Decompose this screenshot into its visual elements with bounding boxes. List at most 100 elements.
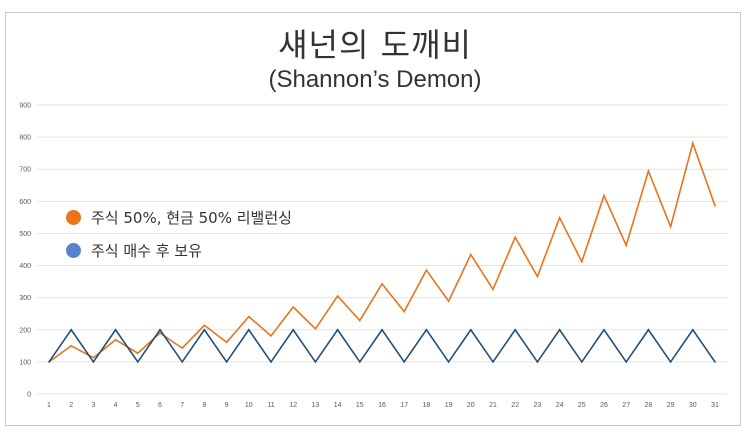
x-tick-label: 19 xyxy=(445,402,453,409)
x-tick-label: 14 xyxy=(334,402,342,409)
x-tick-label: 22 xyxy=(511,402,519,409)
series-0-point xyxy=(514,236,516,239)
series-1-point xyxy=(425,328,428,331)
x-tick-label: 27 xyxy=(622,402,630,409)
series-1-point xyxy=(336,328,339,331)
x-tick-label: 8 xyxy=(202,402,206,409)
series-1-point xyxy=(581,361,583,363)
series-1-point xyxy=(447,361,450,363)
x-tick-label: 24 xyxy=(556,402,564,409)
x-tick-label: 30 xyxy=(689,402,697,409)
x-tick-label: 6 xyxy=(158,402,162,409)
x-tick-label: 16 xyxy=(378,402,386,409)
series-1-point xyxy=(270,361,272,363)
x-tick-label: 2 xyxy=(69,402,73,409)
x-tick-label: 3 xyxy=(91,402,95,409)
series-1-point xyxy=(625,361,627,363)
series-0-point xyxy=(625,244,627,247)
series-0-point xyxy=(181,347,183,349)
series-0-point xyxy=(403,310,406,313)
series-0-point xyxy=(70,345,72,347)
x-tick-label: 23 xyxy=(534,402,542,409)
y-tick-label: 900 xyxy=(19,103,31,110)
series-0-point xyxy=(603,194,605,197)
x-tick-label: 25 xyxy=(578,402,586,409)
series-1-point xyxy=(492,361,494,363)
series-0-point xyxy=(203,324,206,327)
series-1-point xyxy=(514,328,516,331)
series-0-point xyxy=(714,205,716,207)
y-tick-label: 300 xyxy=(19,295,31,302)
series-1-point xyxy=(92,361,95,363)
chart-frame xyxy=(5,12,741,426)
x-tick-label: 31 xyxy=(711,402,719,409)
series-0-point xyxy=(558,216,561,219)
series-0-point xyxy=(137,352,139,355)
x-tick-label: 10 xyxy=(245,402,253,409)
series-1-point xyxy=(48,361,50,363)
series-1-point xyxy=(558,328,561,331)
series-0-point xyxy=(647,170,650,172)
series-0-point xyxy=(159,332,161,334)
series-1-point xyxy=(603,328,605,331)
y-tick-label: 500 xyxy=(19,231,31,238)
series-1-point xyxy=(669,361,672,363)
chart-title: 섀넌의 도깨비 xyxy=(278,26,472,64)
y-tick-label: 400 xyxy=(19,263,31,270)
series-0-point xyxy=(114,338,117,341)
y-tick-label: 600 xyxy=(19,199,31,206)
x-tick-label: 15 xyxy=(356,402,364,409)
x-tick-label: 20 xyxy=(467,402,475,409)
series-0-point xyxy=(536,275,539,278)
x-tick-label: 4 xyxy=(114,402,118,409)
series-0-point xyxy=(447,300,450,302)
x-tick-label: 26 xyxy=(600,402,608,409)
x-tick-label: 18 xyxy=(423,402,431,409)
y-tick-label: 100 xyxy=(19,359,31,366)
legend-label-rebalancing: 주식 50%, 현금 50% 리밸런싱 xyxy=(91,209,292,227)
series-1-point xyxy=(225,361,228,363)
y-tick-label: 0 xyxy=(27,392,31,399)
chart-subtitle: (Shannon’s Demon) xyxy=(268,66,482,93)
x-tick-label: 1 xyxy=(47,402,51,409)
series-1-point xyxy=(114,328,117,331)
series-1-point xyxy=(470,328,472,331)
series-0-point xyxy=(669,225,672,228)
series-0-point xyxy=(248,315,250,318)
series-0-point xyxy=(314,328,317,330)
series-0-point xyxy=(359,319,361,322)
legend-item-rebalancing: 주식 50%, 현금 50% 리밸런싱 xyxy=(66,207,292,228)
series-line-1 xyxy=(48,328,716,364)
x-tick-label: 11 xyxy=(267,402,274,409)
x-tick-label: 7 xyxy=(180,402,184,409)
series-0-point xyxy=(336,295,339,297)
series-1-point xyxy=(137,361,139,363)
series-0-point xyxy=(470,253,472,256)
series-1-point xyxy=(714,361,716,363)
series-1-point xyxy=(359,361,361,363)
series-1-point xyxy=(647,328,650,331)
series-1-point xyxy=(692,328,694,331)
series-1-point xyxy=(381,328,383,331)
x-tick-label: 13 xyxy=(312,402,320,409)
legend-label-buy-and-hold: 주식 매수 후 보유 xyxy=(91,242,202,260)
series-1-point xyxy=(181,361,183,363)
x-tick-label: 29 xyxy=(667,402,675,409)
y-tick-label: 200 xyxy=(19,327,31,334)
x-tick-label: 12 xyxy=(289,402,297,409)
series-1-point xyxy=(70,328,72,331)
series-0-point xyxy=(492,288,494,291)
legend-item-buy-and-hold: 주식 매수 후 보유 xyxy=(66,240,202,261)
legend-swatch-buy-and-hold xyxy=(66,243,81,258)
y-tick-label: 800 xyxy=(19,135,31,142)
x-tick-label: 17 xyxy=(400,402,408,409)
series-1-point xyxy=(292,328,295,331)
series-1-point xyxy=(536,361,539,363)
series-1-point xyxy=(403,361,406,363)
series-1-point xyxy=(159,328,161,331)
series-0-point xyxy=(425,269,428,271)
series-0-point xyxy=(381,283,383,285)
series-0-point xyxy=(92,356,95,359)
x-tick-label: 21 xyxy=(489,402,497,409)
